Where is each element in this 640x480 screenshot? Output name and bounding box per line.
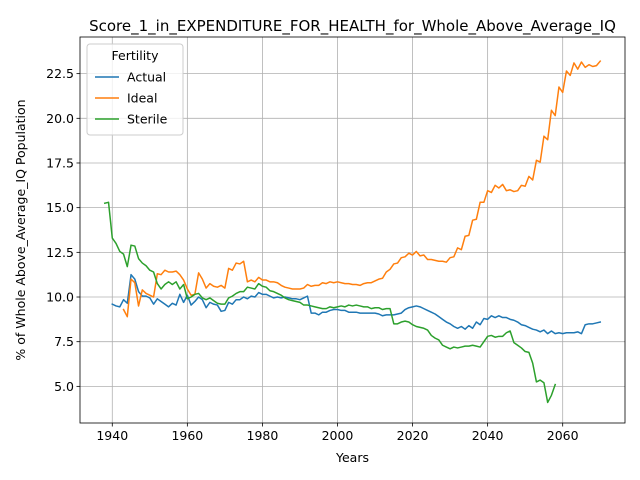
plot-frame	[79, 36, 626, 424]
y-tick-label: 5.0	[54, 379, 74, 394]
x-tick-label: 2020	[397, 428, 429, 443]
grid	[80, 37, 625, 423]
x-tick-label: 2040	[472, 428, 504, 443]
x-tick-label: 2000	[322, 428, 354, 443]
x-axis-label: Years	[335, 450, 369, 465]
series-line-actual	[111, 273, 602, 335]
y-tick-label: 12.5	[46, 245, 74, 260]
y-tick-label: 15.0	[46, 200, 74, 215]
y-axis-label: % of Whole Above_Average_IQ Population	[13, 99, 28, 360]
legend-title: Fertility	[112, 48, 160, 63]
legend-label-sterile: Sterile	[127, 112, 168, 127]
series-line-sterile	[103, 201, 557, 404]
chart-title: Score_1_in_EXPENDITURE_FOR_HEALTH_for_Wh…	[89, 17, 616, 36]
legend: Fertility Actual Ideal Sterile	[86, 43, 184, 136]
legend-box	[86, 43, 184, 136]
y-tick-label: 10.0	[46, 290, 74, 305]
y-axis: 5.0 7.5 10.0 12.5 15.0 17.5 20.0 22.5	[46, 66, 80, 394]
x-axis: 1940 1960 1980 2000 2020 2040 2060	[96, 423, 579, 443]
series-lines	[103, 60, 602, 404]
legend-label-actual: Actual	[127, 70, 166, 85]
y-tick-label: 22.5	[46, 66, 74, 81]
y-tick-label: 20.0	[46, 111, 74, 126]
y-tick-label: 7.5	[54, 334, 74, 349]
x-tick-label: 1980	[247, 428, 279, 443]
legend-label-ideal: Ideal	[127, 91, 157, 106]
x-tick-label: 1960	[171, 428, 203, 443]
y-tick-label: 17.5	[46, 155, 74, 170]
series-line-ideal	[122, 60, 602, 318]
legend-entries: Actual Ideal Sterile	[95, 70, 168, 127]
x-tick-label: 1940	[96, 428, 128, 443]
x-tick-label: 2060	[547, 428, 579, 443]
